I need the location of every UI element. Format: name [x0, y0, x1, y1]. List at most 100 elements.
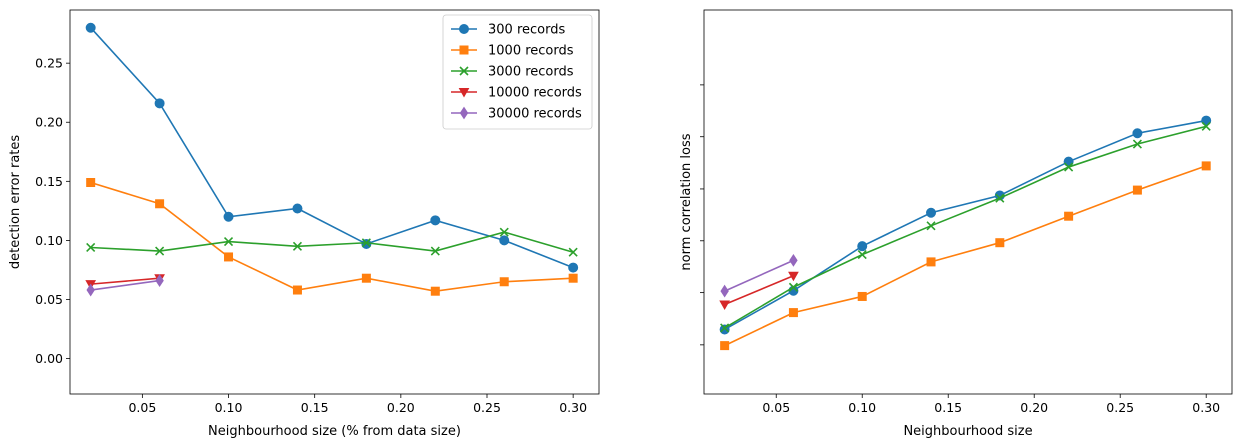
data-point [720, 341, 730, 351]
legend-marker [459, 66, 469, 76]
data-point [788, 271, 799, 282]
chart-left-detection-error: 0.05 0.10 0.15 0.20 0.25 0.30 0.00 0.05 0.10 0.15… [8, 9, 600, 439]
data-point [499, 277, 509, 287]
series-line [90, 279, 160, 291]
data-point [1064, 211, 1074, 221]
data-point [926, 207, 937, 218]
data-point [86, 283, 95, 297]
data-point [857, 241, 868, 252]
data-point [154, 98, 165, 109]
series-line [90, 27, 574, 269]
legend-box [442, 14, 593, 130]
legend-label: 30000 records [488, 107, 582, 122]
series-2 [720, 121, 1211, 333]
series-line [90, 231, 574, 253]
data-point [499, 235, 510, 246]
series-3 [719, 271, 799, 311]
data-point [86, 178, 96, 188]
data-point [223, 237, 234, 247]
data-point [857, 291, 867, 301]
data-point [995, 238, 1005, 248]
data-point [86, 242, 96, 253]
data-point [223, 211, 234, 222]
series-30000-records [86, 274, 164, 297]
data-point [361, 273, 371, 283]
x-tick-label: 0.25 [473, 400, 501, 415]
x-tick-label: 0.20 [1020, 400, 1048, 415]
x-axis-label: Neighbourhood size (% from data size) [208, 424, 461, 439]
data-point [1132, 139, 1142, 149]
data-point [720, 323, 730, 333]
x-tick-label: 0.10 [848, 400, 876, 415]
series-4 [720, 253, 798, 298]
data-point [292, 285, 302, 295]
series-1000-records [86, 178, 578, 296]
data-point [361, 238, 371, 248]
data-point [995, 193, 1005, 203]
data-point [155, 199, 165, 209]
data-point [155, 274, 164, 287]
series-3000-records [86, 227, 578, 257]
series-line [90, 181, 574, 293]
data-point [85, 22, 96, 33]
legend-label: 3000 records [488, 65, 574, 80]
y-tick-label: 0.05 [35, 292, 63, 307]
y-tick-label: 0.00 [35, 351, 63, 366]
data-point [1201, 115, 1212, 126]
data-point [857, 250, 867, 260]
series-line [724, 119, 1207, 331]
plot-frame [69, 9, 600, 395]
legend-marker [458, 88, 470, 98]
y-tick-label: 0.15 [35, 174, 63, 189]
legend-label: 10000 records [488, 86, 582, 101]
legend: 300 records 1000 records 3000 records 10000… [442, 14, 593, 130]
series-1 [720, 161, 1211, 351]
data-point [1132, 128, 1143, 139]
x-tick-label: 0.30 [559, 400, 587, 415]
series-line [724, 259, 794, 292]
data-point [568, 247, 578, 257]
data-point [1132, 185, 1142, 195]
y-tick-label: 0.25 [35, 56, 63, 71]
series-line [90, 277, 160, 285]
data-point [720, 284, 729, 298]
data-point [788, 308, 798, 318]
data-point [292, 241, 303, 251]
series-line [724, 165, 1207, 347]
legend-label: 300 records [488, 23, 565, 38]
data-point [926, 257, 936, 267]
series-0 [719, 115, 1212, 335]
data-point [568, 262, 579, 273]
x-tick-label: 0.05 [128, 400, 156, 415]
data-point [430, 246, 440, 256]
y-axis-label: norm correlation loss [679, 133, 694, 270]
data-point [224, 252, 234, 262]
data-point [568, 273, 578, 283]
x-axis-label: Neighbourhood size [903, 424, 1032, 439]
legend-marker [459, 24, 469, 34]
y-tick-label: 0.10 [35, 233, 63, 248]
y-tick-label: 0.20 [35, 115, 63, 130]
legend-marker [459, 45, 469, 55]
plot-frame [703, 9, 1233, 395]
data-point [430, 286, 440, 296]
series-300-records [85, 22, 579, 273]
y-axis-label: detection error rates [8, 135, 23, 270]
series-line [724, 125, 1207, 329]
data-point [292, 203, 303, 214]
legend-label: 1000 records [488, 44, 574, 59]
x-tick-label: 0.05 [762, 400, 790, 415]
data-point [499, 227, 509, 237]
data-point [155, 246, 165, 256]
data-point [719, 300, 730, 311]
data-point [430, 215, 441, 226]
data-point [1201, 121, 1211, 131]
x-tick-label: 0.15 [934, 400, 962, 415]
chart-right-correlation-loss: 0.05 0.10 0.15 0.20 0.25 0.30 Neighbourhood si… [679, 9, 1233, 439]
x-tick-label: 0.25 [1106, 400, 1134, 415]
data-point [1064, 162, 1074, 172]
x-tick-label: 0.30 [1192, 400, 1220, 415]
x-tick-label: 0.20 [387, 400, 415, 415]
data-point [1201, 161, 1211, 171]
